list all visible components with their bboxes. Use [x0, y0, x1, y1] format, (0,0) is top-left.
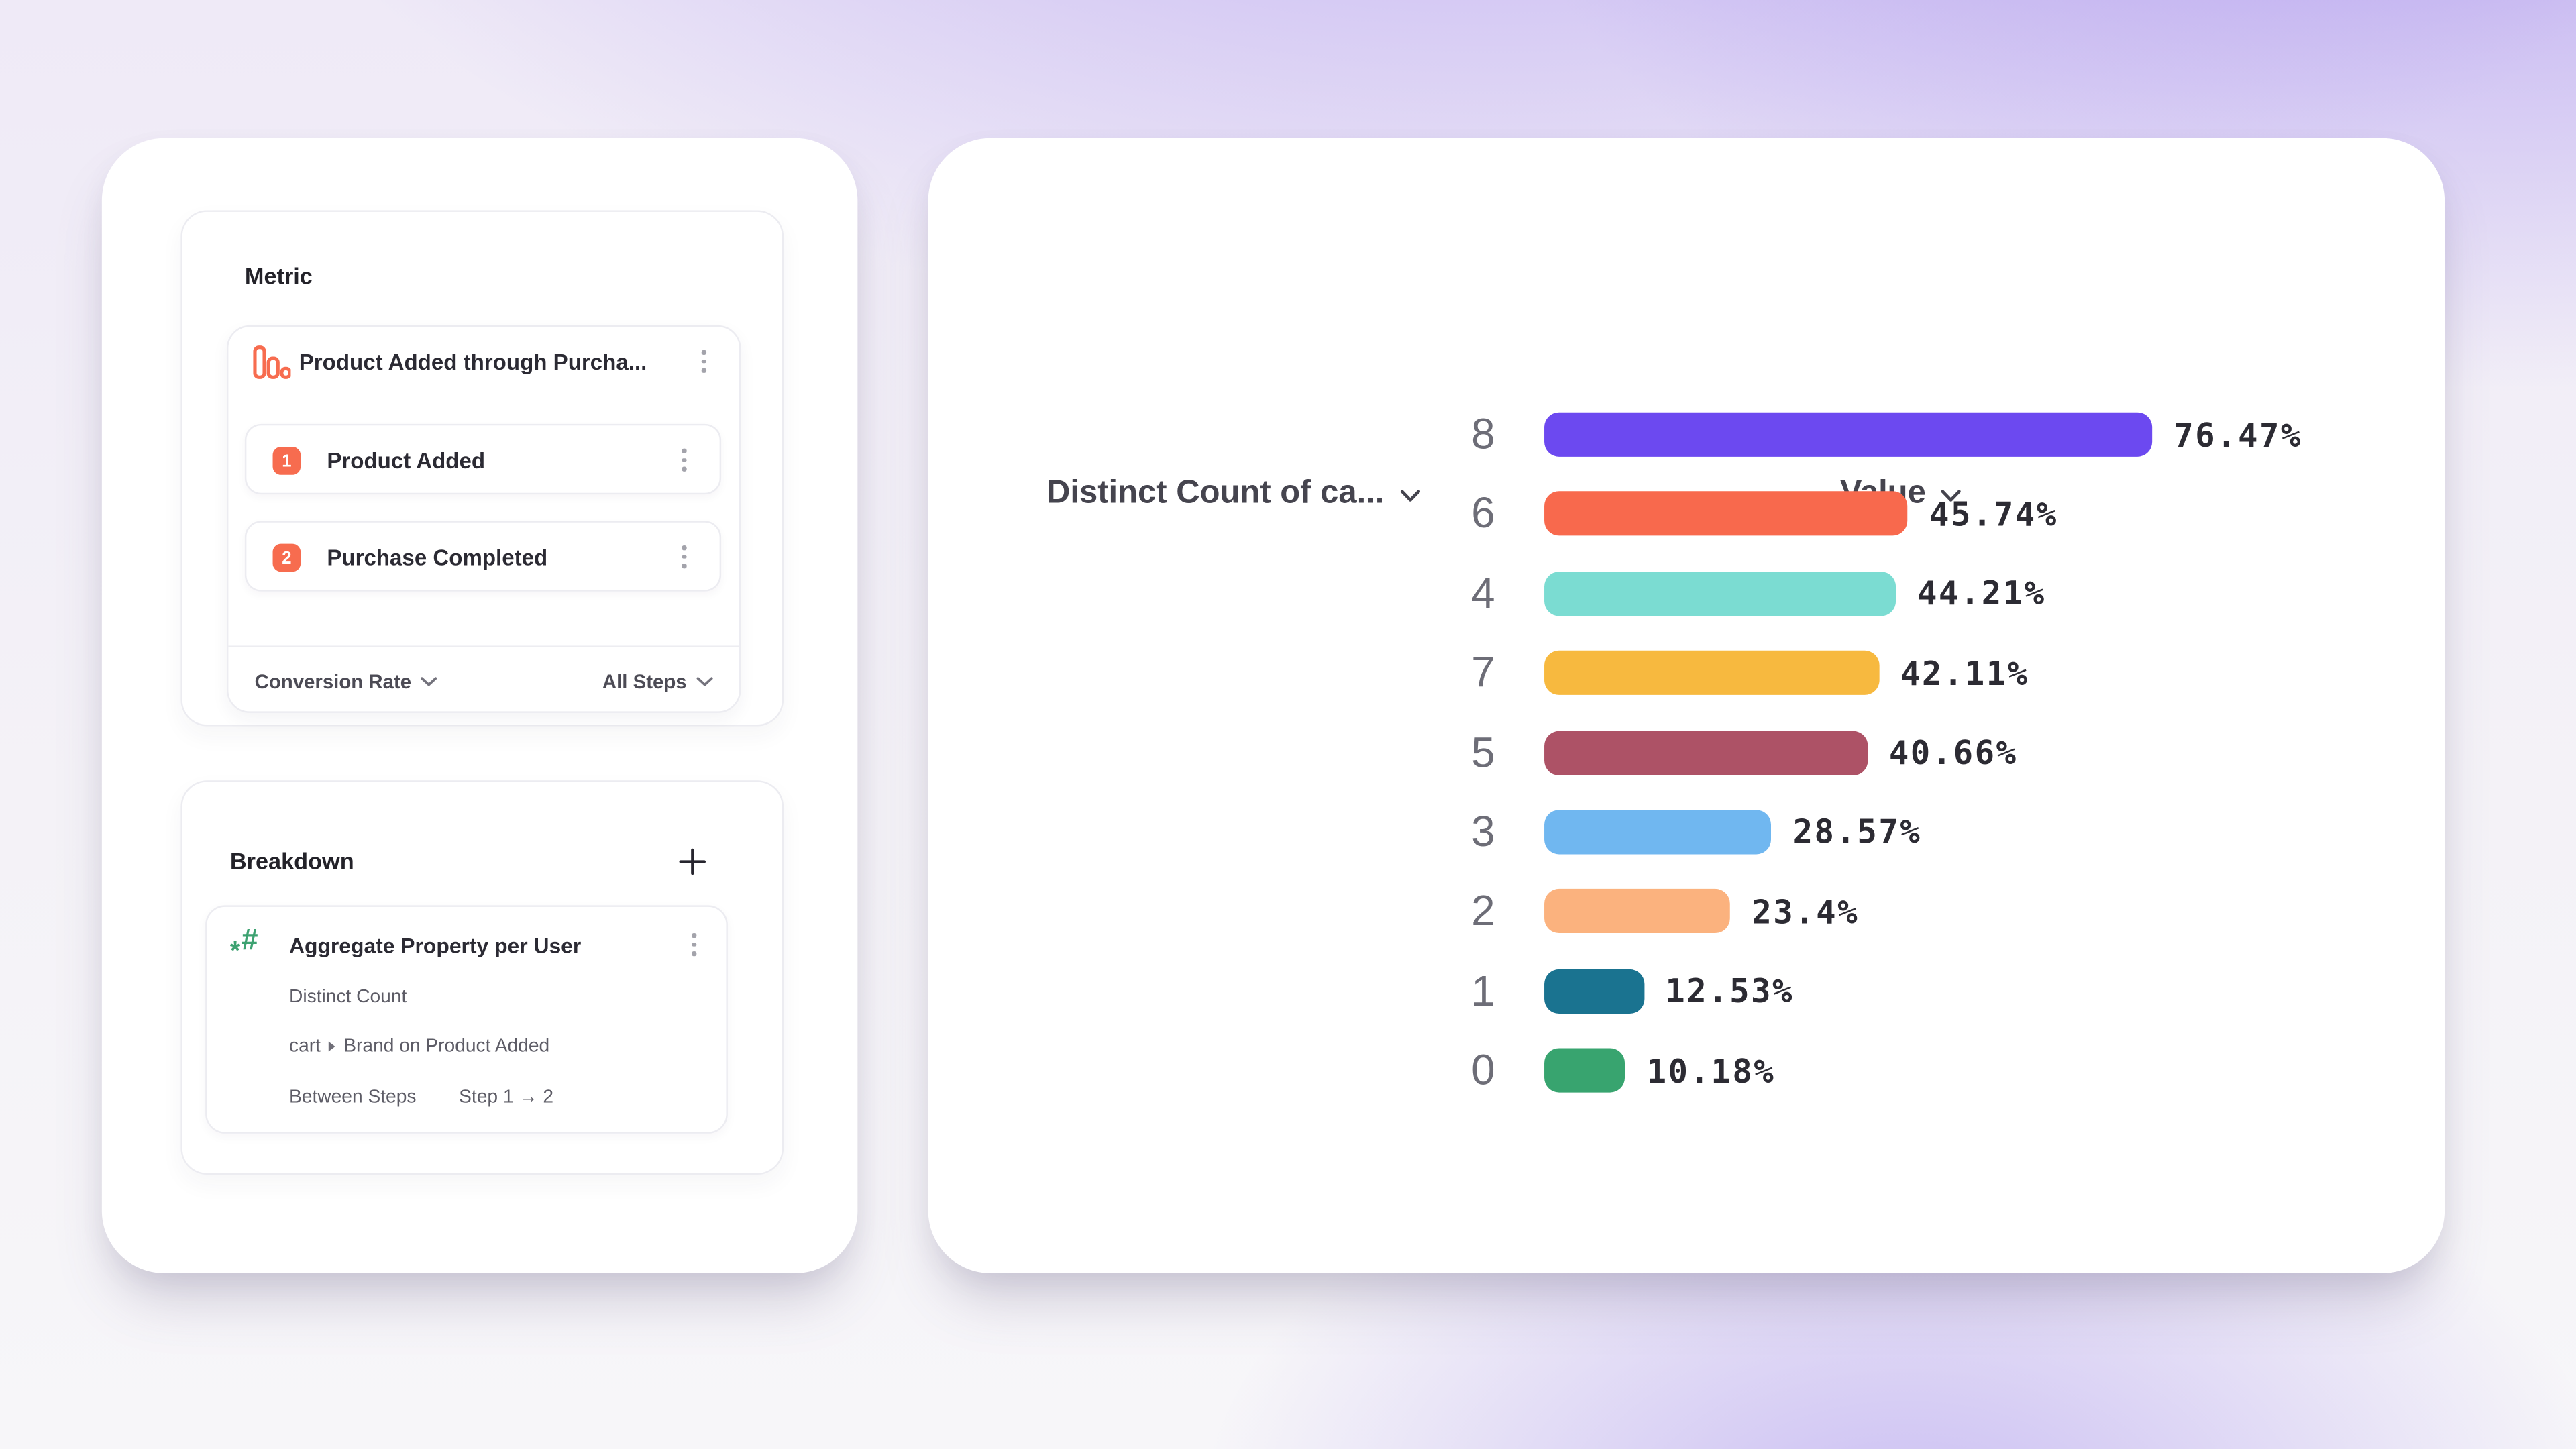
- measure-dropdown-label: Conversion Rate: [254, 669, 412, 693]
- step-number-badge: 2: [272, 543, 301, 572]
- step-label: Purchase Completed: [327, 545, 548, 570]
- step-number-badge: 1: [272, 447, 301, 475]
- bar-category-label: 2: [1471, 885, 1495, 936]
- bar-value-label: 12.53%: [1665, 971, 1794, 1011]
- between-steps-row[interactable]: Between Steps Step 1 → 2: [289, 1086, 553, 1109]
- between-steps-label: Between Steps: [289, 1087, 417, 1108]
- measure-dropdown[interactable]: Conversion Rate: [255, 669, 438, 692]
- footer-divider: [228, 645, 740, 647]
- chart-rows: 8 76.47% 6 45.74% 4 44.21% 7 42.11% 5 40…: [928, 409, 2445, 1095]
- bar-category-label: 8: [1471, 409, 1495, 459]
- bar-chart-icon: [253, 343, 292, 390]
- bar-category-label: 3: [1471, 806, 1495, 856]
- chart-panel: Distinct Count of ca... Value 8 76.47% 6…: [928, 138, 2445, 1273]
- chart-row: 8 76.47%: [928, 409, 2445, 459]
- triangle-right-icon: [329, 1041, 336, 1052]
- bar-value-label: 42.11%: [1900, 653, 2029, 693]
- bar[interactable]: [1544, 889, 1731, 934]
- chart-row: 3 28.57%: [928, 806, 2445, 856]
- bar[interactable]: [1544, 651, 1880, 696]
- bar-value-label: 45.74%: [1929, 494, 2058, 534]
- bar-value-label: 10.18%: [1646, 1051, 1776, 1091]
- add-breakdown-button[interactable]: [674, 843, 710, 879]
- breakdown-section-title: Breakdown: [229, 847, 354, 874]
- metric-section-title: Metric: [244, 262, 313, 290]
- chart-row: 7 42.11%: [928, 647, 2445, 697]
- bar-value-label: 76.47%: [2174, 415, 2302, 455]
- category-column-header[interactable]: Distinct Count of ca...: [1046, 472, 1420, 515]
- query-builder-panel: Metric Product Added through Purcha... 1…: [101, 138, 858, 1273]
- bar-category-label: 7: [1471, 647, 1495, 697]
- bar[interactable]: [1544, 571, 1896, 616]
- bar[interactable]: [1544, 969, 1644, 1014]
- step-label: Product Added: [327, 448, 486, 474]
- aggregate-property-card[interactable]: # * Aggregate Property per User Distinct…: [205, 905, 728, 1134]
- chevron-down-icon: [696, 676, 713, 686]
- chart-row: 4 44.21%: [928, 568, 2445, 618]
- funnel-metric-card[interactable]: Product Added through Purcha... 1 Produc…: [226, 325, 741, 714]
- chevron-down-icon: [1941, 489, 1962, 501]
- breakdown-property-row[interactable]: cart Brand on Product Added: [289, 1035, 549, 1058]
- bar[interactable]: [1544, 412, 2153, 457]
- bar-value-label: 23.4%: [1752, 892, 1860, 932]
- chart-row: 5 40.66%: [928, 727, 2445, 777]
- kebab-menu-icon[interactable]: [699, 347, 710, 376]
- property-group-label: cart: [289, 1036, 321, 1057]
- funnel-step-2[interactable]: 2 Purchase Completed: [244, 521, 722, 592]
- between-steps-value: Step 1 → 2: [459, 1087, 554, 1108]
- chart-row: 0 10.18%: [928, 1044, 2445, 1095]
- chart-row: 2 23.4%: [928, 885, 2445, 936]
- chevron-down-icon: [1399, 489, 1419, 501]
- breakdown-section: Breakdown # * Aggregate Property per Use…: [180, 780, 784, 1175]
- steps-filter-label: All Steps: [602, 669, 687, 693]
- metric-section: Metric Product Added through Purcha... 1…: [180, 210, 784, 727]
- bar[interactable]: [1544, 730, 1868, 775]
- bar[interactable]: [1544, 492, 1909, 537]
- chart-row: 6 45.74%: [928, 488, 2445, 538]
- bar-value-label: 44.21%: [1917, 574, 2046, 614]
- bar-category-label: 0: [1471, 1044, 1495, 1095]
- bar-category-label: 6: [1471, 488, 1495, 538]
- chevron-down-icon: [421, 676, 438, 686]
- funnel-step-1[interactable]: 1 Product Added: [244, 423, 722, 495]
- bar-category-label: 4: [1471, 568, 1495, 618]
- bar-value-label: 40.66%: [1888, 733, 2018, 773]
- bar-category-label: 5: [1471, 727, 1495, 777]
- bar-value-label: 28.57%: [1792, 812, 1922, 852]
- kebab-menu-icon[interactable]: [679, 542, 690, 572]
- hash-sparkle-icon: # *: [229, 923, 258, 967]
- property-label: Brand on Product Added: [343, 1036, 550, 1057]
- bar-category-label: 1: [1471, 965, 1495, 1015]
- chart-row: 1 12.53%: [928, 965, 2445, 1015]
- funnel-footer: Conversion Rate All Steps: [228, 647, 739, 714]
- plus-icon: [678, 847, 705, 875]
- funnel-metric-title: Product Added through Purcha...: [299, 350, 647, 375]
- aggregation-type-row[interactable]: Distinct Count: [289, 987, 407, 1008]
- bar[interactable]: [1544, 810, 1772, 855]
- bar[interactable]: [1544, 1048, 1625, 1093]
- steps-filter-dropdown[interactable]: All Steps: [602, 669, 713, 692]
- aggregate-property-title: Aggregate Property per User: [289, 933, 582, 958]
- kebab-menu-icon[interactable]: [689, 930, 700, 959]
- kebab-menu-icon[interactable]: [679, 445, 690, 475]
